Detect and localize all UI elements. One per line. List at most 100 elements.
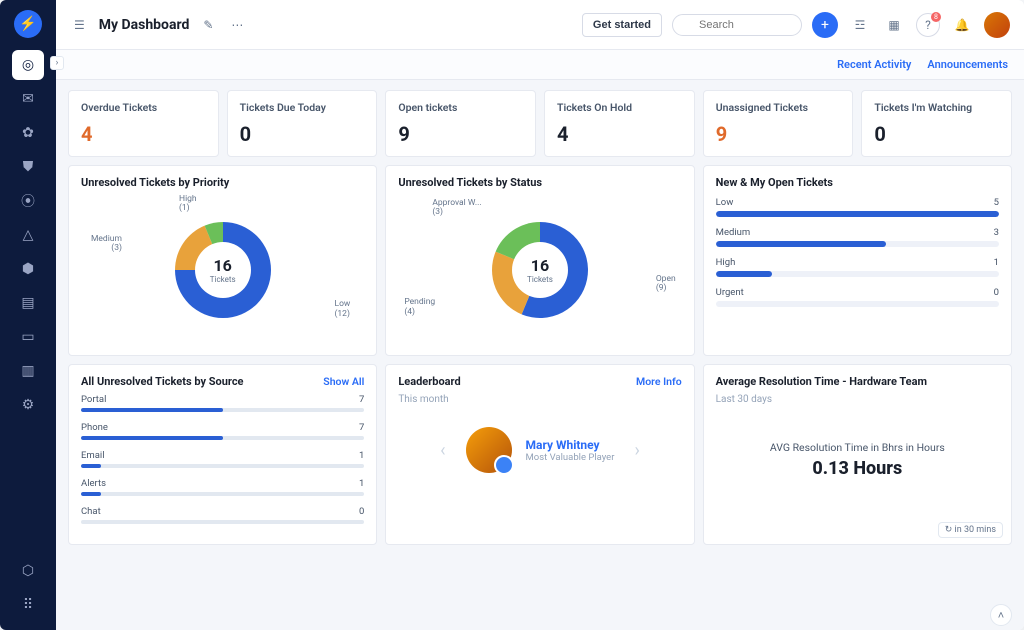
stat-label: Unassigned Tickets [716,101,841,114]
scroll-top-button[interactable]: ˄ [990,604,1012,626]
stat-value: 9 [716,122,841,146]
sidebar-item-solutions[interactable]: ▭ [12,322,44,352]
leaderboard-prev[interactable]: ‹ [434,440,451,461]
new-button[interactable]: + [812,12,838,38]
donut-label: Medium(3) [91,235,122,254]
sidebar-item-contracts[interactable]: ▤ [12,288,44,318]
stat-value: 4 [81,122,206,146]
menu-icon[interactable]: ☰ [70,14,89,36]
sidebar-item-alerts[interactable]: △ [12,220,44,250]
donut-label: Low(12) [335,300,351,319]
source-bars: Portal7 Phone7 Email1 Alerts1 Chat0 [81,394,364,524]
stat-label: Tickets I'm Watching [874,101,999,114]
leaderboard-avatar [466,427,512,473]
bar-item: Medium3 [716,227,999,247]
notifications-icon[interactable]: 🔔 [950,13,974,37]
donut-label: High(1) [179,195,197,214]
stat-label: Open tickets [398,101,523,114]
stat-card[interactable]: Tickets On Hold 4 [544,90,695,157]
card-title: Average Resolution Time - Hardware Team [716,375,927,388]
topbar: ☰ My Dashboard ✎ ⋯ Get started 🔍 + ☲ ▦ ?… [56,0,1024,50]
sidebar-expand-icon[interactable]: › [50,56,64,70]
help-icon[interactable]: ?8 [916,13,940,37]
sidebar-item-releases[interactable]: ⦿ [12,186,44,216]
page-title: My Dashboard [99,17,190,33]
resolution-label: AVG Resolution Time in Bhrs in Hours [716,441,999,454]
app-logo[interactable]: ⚡ [14,10,42,38]
card-title: Leaderboard [398,375,460,388]
donut-label: Pending(4) [404,298,435,317]
refresh-chip[interactable]: ↻ in 30 mins [938,522,1003,538]
show-all-link[interactable]: Show All [323,375,364,388]
donut-label: Open(9) [656,275,676,294]
card-source: All Unresolved Tickets by Source Show Al… [68,364,377,545]
card-subtitle: Last 30 days [716,394,999,405]
sublinks: Recent Activity Announcements [56,50,1024,80]
priority-donut: 16TicketsLow(12)Medium(3)High(1) [81,195,364,345]
stat-card[interactable]: Unassigned Tickets 9 [703,90,854,157]
refresh-text: in 30 mins [955,525,996,535]
open-tickets-bars: Low5 Medium3 High1 Urgent0 [716,197,999,307]
content: Overdue Tickets 4 Tickets Due Today 0 Open t… [56,80,1024,630]
bar-item: Chat0 [81,506,364,524]
sidebar-item-apps[interactable]: ⠿ [12,590,44,620]
stat-value: 4 [557,122,682,146]
edit-icon[interactable]: ✎ [199,14,217,36]
search-input[interactable] [672,14,802,36]
main-area: ☰ My Dashboard ✎ ⋯ Get started 🔍 + ☲ ▦ ?… [56,0,1024,630]
bar-item: Urgent0 [716,287,999,307]
stat-label: Overdue Tickets [81,101,206,114]
stat-label: Tickets Due Today [240,101,365,114]
card-status: Unresolved Tickets by Status 16TicketsOp… [385,165,694,356]
get-started-button[interactable]: Get started [582,13,662,37]
card-priority: Unresolved Tickets by Priority 16Tickets… [68,165,377,356]
more-info-link[interactable]: More Info [636,375,682,388]
bar-item: Low5 [716,197,999,217]
card-title: New & My Open Tickets [716,176,833,189]
stat-card[interactable]: Overdue Tickets 4 [68,90,219,157]
sidebar-item-problems[interactable]: ✿ [12,118,44,148]
leaderboard-next[interactable]: › [628,440,645,461]
resolution-value: 0.13 Hours [716,458,999,479]
sidebar-item-dashboard[interactable]: ◎ [12,50,44,80]
announcements-link[interactable]: Announcements [927,58,1008,71]
stat-card[interactable]: Tickets Due Today 0 [227,90,378,157]
stat-row: Overdue Tickets 4 Tickets Due Today 0 Open t… [68,90,1012,157]
stat-value: 0 [240,122,365,146]
stat-value: 9 [398,122,523,146]
donut-label: Approval W...(3) [432,199,481,218]
card-title: Unresolved Tickets by Priority [81,176,229,189]
bar-item: Alerts1 [81,478,364,496]
sidebar-item-inventory[interactable]: ⬡ [12,556,44,586]
list-icon[interactable]: ☲ [848,13,872,37]
status-donut: 16TicketsOpen(9)Pending(4)Approval W...(… [398,195,681,345]
card-resolution: Average Resolution Time - Hardware Team … [703,364,1012,545]
help-badge: 8 [931,12,941,22]
bar-item: Phone7 [81,422,364,440]
avatar[interactable] [984,12,1010,38]
sidebar-item-changes[interactable]: ⛊ [12,152,44,182]
charts-row: Unresolved Tickets by Priority 16Tickets… [68,165,1012,356]
sidebar-item-assets[interactable]: ⬢ [12,254,44,284]
stat-card[interactable]: Tickets I'm Watching 0 [861,90,1012,157]
calendar-icon[interactable]: ▦ [882,13,906,37]
sidebar-item-admin[interactable]: ⚙ [12,390,44,420]
bar-item: Email1 [81,450,364,468]
sidebar-item-tickets[interactable]: ✉ [12,84,44,114]
leaderboard-name: Mary Whitney [526,438,615,452]
bar-item: High1 [716,257,999,277]
leaderboard-role: Most Valuable Player [526,452,615,463]
recent-activity-link[interactable]: Recent Activity [837,58,911,71]
bar-item: Portal7 [81,394,364,412]
bottom-row: All Unresolved Tickets by Source Show Al… [68,364,1012,545]
stat-value: 0 [874,122,999,146]
sidebar-item-reports[interactable]: ▥ [12,356,44,386]
card-leaderboard: Leaderboard More Info This month ‹ Mary … [385,364,694,545]
card-open-tickets: New & My Open Tickets Low5 Medium3 High1 Ur… [703,165,1012,356]
card-title: Unresolved Tickets by Status [398,176,542,189]
more-icon[interactable]: ⋯ [227,14,247,36]
card-title: All Unresolved Tickets by Source [81,375,244,388]
sidebar: ⚡ ◎ ✉ ✿ ⛊ ⦿ △ ⬢ ▤ ▭ ▥ ⚙ ⬡ ⠿ [0,0,56,630]
stat-label: Tickets On Hold [557,101,682,114]
stat-card[interactable]: Open tickets 9 [385,90,536,157]
